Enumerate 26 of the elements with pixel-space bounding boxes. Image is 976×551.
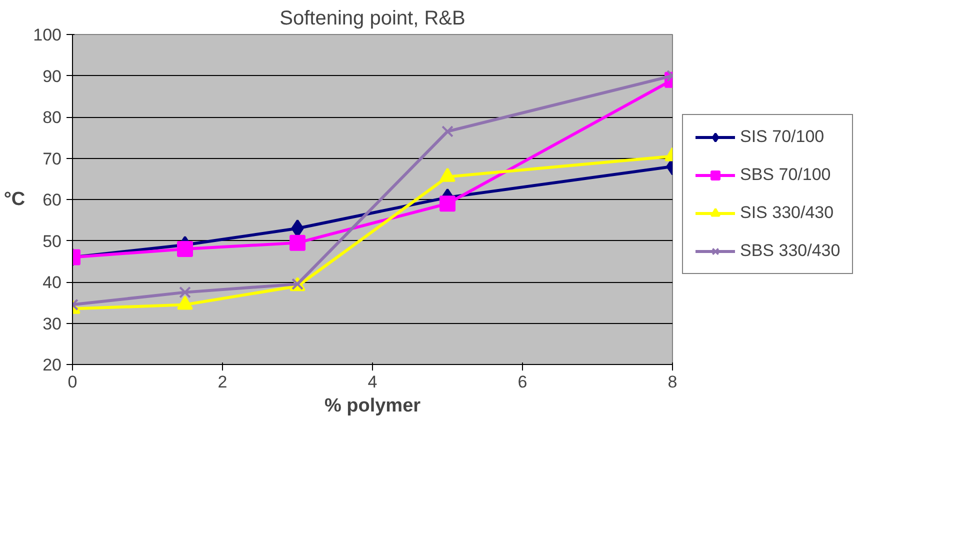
point xyxy=(177,241,193,257)
x-tick-label: 2 xyxy=(218,372,228,392)
x-tick-label: 0 xyxy=(68,372,78,392)
y-tick-label: 30 xyxy=(42,314,62,334)
y-tick-label: 50 xyxy=(42,232,62,251)
y-tick-label: 60 xyxy=(42,190,62,210)
y-tick-label: 40 xyxy=(42,273,62,292)
chart-title: Softening point, R&B xyxy=(280,8,466,30)
legend-label: SIS 70/100 xyxy=(740,127,824,147)
x-axis-title: % polymer xyxy=(324,396,422,416)
x-tick-label: 4 xyxy=(368,372,378,392)
x-tick-label: 8 xyxy=(668,372,678,392)
y-tick-label: 80 xyxy=(42,108,62,127)
point xyxy=(440,196,456,212)
point xyxy=(290,234,306,251)
y-tick-label: 100 xyxy=(33,26,62,44)
y-tick-label: 70 xyxy=(42,149,62,168)
y-axis-title: °C xyxy=(4,189,26,210)
point xyxy=(179,286,191,298)
legend-label: SIS 330/430 xyxy=(740,203,834,223)
point xyxy=(442,125,454,138)
y-tick-label: 20 xyxy=(42,356,62,374)
legend-label: SBS 70/100 xyxy=(740,165,831,185)
y-tick-label: 90 xyxy=(42,66,62,86)
legend-label: SBS 330/430 xyxy=(740,241,840,261)
x-tick-label: 6 xyxy=(518,372,528,392)
